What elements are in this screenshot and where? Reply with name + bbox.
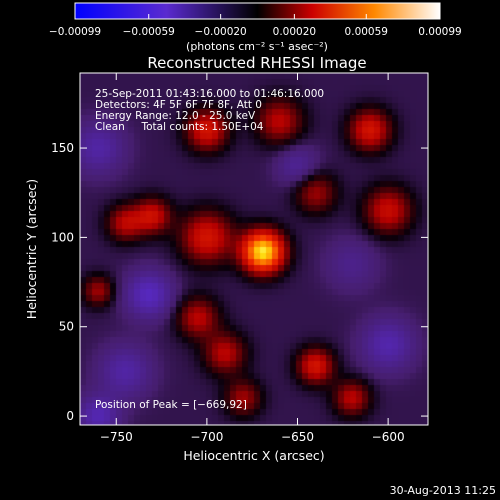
y-tick-label: 0 bbox=[66, 409, 74, 423]
colorbar-tick-label: −0.00020 bbox=[195, 26, 247, 38]
heatmap-canvas bbox=[80, 73, 428, 425]
x-axis-label: Heliocentric X (arcsec) bbox=[183, 448, 324, 463]
peak-position-label: Position of Peak = [−669,92] bbox=[95, 399, 247, 411]
colorbar-unit-label: (photons cm⁻² s⁻¹ asec⁻²) bbox=[186, 40, 328, 53]
chart-title: Reconstructed RHESSI Image bbox=[147, 54, 366, 72]
annotation-block: 25-Sep-2011 01:43:16.000 to 01:46:16.000… bbox=[95, 88, 324, 411]
colorbar-ticks: −0.00099 −0.00059 −0.00020 0.00020 0.00059 0.… bbox=[49, 14, 462, 38]
annotation-time: 25-Sep-2011 01:43:16.000 to 01:46:16.000 bbox=[95, 88, 324, 100]
x-tick-label: −750 bbox=[100, 430, 133, 444]
colorbar-tick-label: 0.00020 bbox=[273, 26, 316, 38]
colorbar-tick-label: −0.00099 bbox=[49, 26, 101, 38]
axis-ticks: −750 −700 −650 −600 0 50 100 150 bbox=[51, 73, 428, 444]
colorbar-tick-label: 0.00059 bbox=[345, 26, 388, 38]
x-tick-label: −600 bbox=[372, 430, 405, 444]
y-tick-label: 150 bbox=[51, 141, 74, 155]
y-axis-label: Heliocentric Y (arcsec) bbox=[24, 179, 39, 319]
annotation-detectors: Detectors: 4F 5F 6F 7F 8F, Att 0 bbox=[95, 99, 262, 111]
y-tick-label: 100 bbox=[51, 230, 74, 244]
colorbar-tick-label: 0.00099 bbox=[418, 26, 461, 38]
x-tick-label: −700 bbox=[190, 430, 223, 444]
heatmap-plot: −750 −700 −650 −600 0 50 100 150 bbox=[51, 72, 429, 444]
colorbar: −0.00099 −0.00059 −0.00020 0.00020 0.00059 0.… bbox=[49, 2, 462, 53]
y-tick-label: 50 bbox=[59, 320, 74, 334]
colorbar-tick-label: −0.00059 bbox=[123, 26, 175, 38]
x-tick-label: −650 bbox=[281, 430, 314, 444]
annotation-clean: Clean Total counts: 1.50E+04 bbox=[95, 121, 264, 133]
annotation-energy: Energy Range: 12.0 - 25.0 keV bbox=[95, 110, 256, 122]
plot-frame bbox=[79, 72, 429, 426]
colorbar-gradient bbox=[74, 2, 441, 20]
footer-timestamp: 30-Aug-2013 11:25 bbox=[390, 484, 496, 497]
